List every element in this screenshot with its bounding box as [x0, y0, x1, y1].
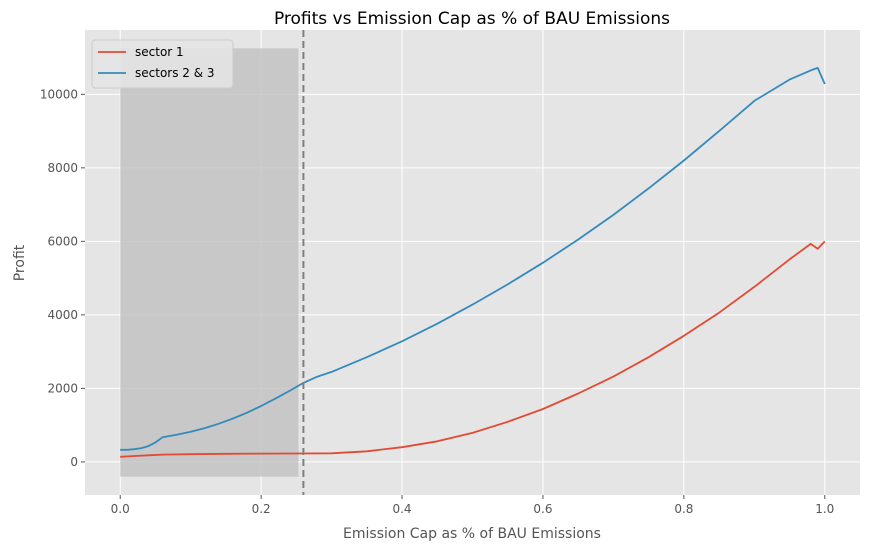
y-tick-label: 0 — [70, 455, 78, 469]
legend: sector 1 sectors 2 & 3 — [91, 39, 234, 89]
x-tick-label: 1.0 — [815, 502, 834, 516]
y-tick-label: 8000 — [47, 161, 78, 175]
x-ticks: 0.0 0.2 0.4 0.6 0.8 1.0 — [111, 495, 834, 516]
y-ticks: 0 2000 4000 6000 8000 10000 — [40, 87, 85, 469]
y-tick-label: 10000 — [40, 87, 78, 101]
y-tick-label: 2000 — [47, 381, 78, 395]
legend-label-sectors-2-3: sectors 2 & 3 — [135, 66, 215, 80]
series-line-sectors-2-3 — [120, 67, 826, 451]
x-tick-label: 0.2 — [252, 502, 271, 516]
y-tick-label: 4000 — [47, 308, 78, 322]
series-line-sector-1 — [120, 240, 826, 458]
x-tick-label: 0.4 — [392, 502, 411, 516]
legend-label-sector-1: sector 1 — [135, 45, 184, 59]
x-axis-label: Emission Cap as % of BAU Emissions — [343, 526, 601, 542]
y-axis-label: Profit — [12, 244, 28, 281]
x-tick-label: 0.8 — [674, 502, 693, 516]
x-tick-label: 0.0 — [111, 502, 130, 516]
chart-title: Profits vs Emission Cap as % of BAU Emis… — [274, 9, 670, 29]
shaded-region — [120, 48, 299, 477]
legend-box — [91, 39, 234, 89]
series-layer — [120, 67, 826, 458]
y-tick-label: 6000 — [47, 234, 78, 248]
x-tick-label: 0.6 — [533, 502, 552, 516]
